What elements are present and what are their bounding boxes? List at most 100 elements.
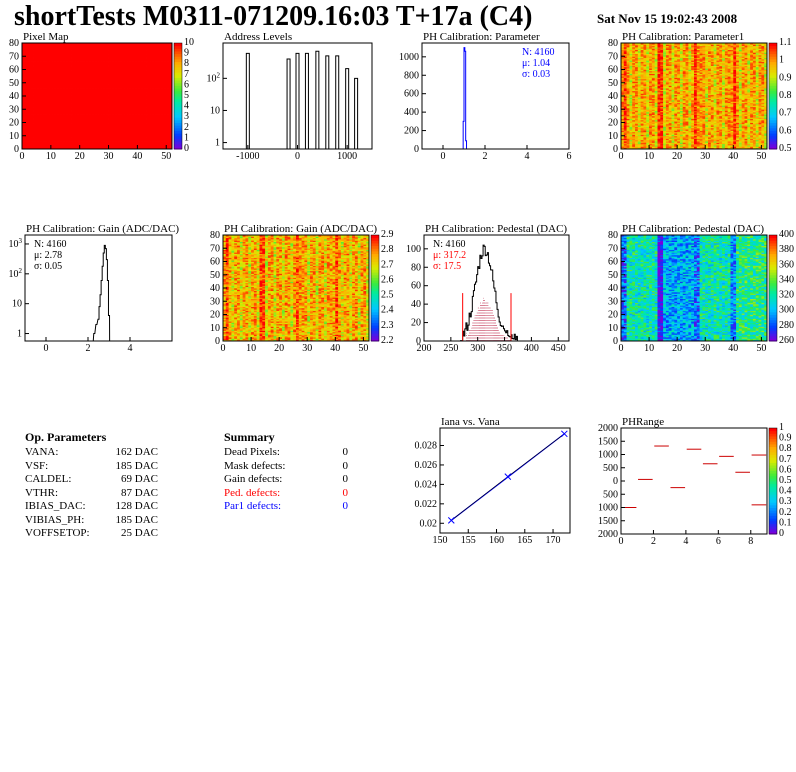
- heatmap-cell: [22, 96, 26, 98]
- heatmap-cell: [39, 72, 43, 74]
- heatmap-cell: [39, 56, 43, 58]
- heatmap-cell: [62, 89, 66, 92]
- heatmap-cell: [33, 80, 37, 82]
- heatmap-cell: [45, 78, 49, 81]
- heatmap-cell: [62, 46, 66, 49]
- heatmap-cell: [33, 146, 37, 149]
- heatmap-cell: [62, 64, 66, 66]
- heatmap-cell: [36, 143, 40, 146]
- heatmap-cell: [42, 130, 46, 133]
- heatmap-cell: [36, 134, 40, 137]
- heatmap-cell: [62, 141, 66, 143]
- heatmap-cell: [22, 60, 26, 62]
- heatmap-cell: [36, 97, 40, 100]
- heatmap-cell: [62, 57, 66, 60]
- heatmap-cell: [62, 126, 66, 129]
- heatmap-cell: [30, 98, 34, 101]
- heatmap-cell: [65, 80, 69, 82]
- heatmap-cell: [53, 58, 58, 61]
- heatmap-cell: [50, 106, 55, 109]
- heatmap-cell: [53, 82, 58, 85]
- heatmap-cell: [53, 88, 58, 90]
- heatmap-cell: [39, 123, 43, 126]
- heatmap-cell: [27, 54, 32, 57]
- heatmap-cell: [33, 93, 37, 96]
- heatmap-cell: [59, 69, 63, 72]
- heatmap-cell: [33, 96, 37, 98]
- heatmap-cell: [53, 74, 58, 77]
- heatmap-cell: [33, 82, 37, 85]
- heatmap-cell: [36, 88, 40, 90]
- heatmap-cell: [53, 134, 58, 137]
- heatmap-cell: [56, 94, 60, 97]
- heatmap-cell: [45, 119, 49, 122]
- heatmap-cell: [36, 138, 40, 141]
- heatmap-cell: [65, 61, 69, 64]
- heatmap-cell: [42, 94, 46, 97]
- heatmap-cell: [24, 107, 29, 110]
- heatmap-cell: [27, 135, 32, 138]
- heatmap-cell: [53, 80, 58, 82]
- heatmap-cell: [24, 137, 29, 139]
- palette-tick-label: 4: [184, 101, 189, 112]
- heatmap-cell: [39, 90, 43, 93]
- heatmap-cell: [30, 138, 34, 141]
- heatmap-cell: [45, 110, 49, 113]
- heatmap-cell: [42, 125, 46, 127]
- heatmap-cell: [53, 113, 58, 115]
- heatmap-cell: [47, 96, 52, 98]
- heatmap-cell: [42, 74, 46, 77]
- heatmap-cell: [56, 72, 60, 74]
- heatmap-cell: [50, 76, 55, 78]
- heatmap-cell: [36, 64, 40, 66]
- heatmap-cell: [39, 98, 43, 101]
- heatmap-cell: [56, 133, 60, 135]
- heatmap-cell: [56, 130, 60, 133]
- heatmap-cell: [33, 53, 37, 56]
- heatmap-cell: [56, 106, 60, 109]
- heatmap-cell: [36, 96, 40, 98]
- heatmap-cell: [33, 123, 37, 126]
- heatmap-cell: [22, 48, 26, 51]
- heatmap-cell: [30, 143, 34, 146]
- heatmap-cell: [22, 137, 26, 139]
- heatmap-cell: [33, 44, 37, 47]
- heatmap-cell: [45, 49, 49, 52]
- heatmap-cell: [24, 69, 29, 72]
- heatmap-cell: [45, 65, 49, 68]
- heatmap-cell: [45, 74, 49, 77]
- heatmap-cell: [45, 94, 49, 97]
- heatmap-cell: [36, 44, 40, 47]
- heatmap-cell: [59, 56, 63, 58]
- heatmap-cell: [56, 82, 60, 85]
- heatmap-cell: [27, 137, 32, 139]
- heatmap-cell: [24, 111, 29, 114]
- heatmap-cell: [27, 57, 32, 60]
- y-tick-label: 60: [9, 65, 19, 76]
- heatmap-cell: [59, 113, 63, 115]
- heatmap-cell: [27, 82, 32, 85]
- heatmap-cell: [39, 122, 43, 125]
- heatmap-cell: [42, 44, 46, 47]
- heatmap-cell: [56, 70, 60, 73]
- heatmap-cell: [59, 68, 63, 70]
- heatmap-cell: [33, 137, 37, 139]
- heatmap-cell: [62, 117, 66, 119]
- heatmap-cell: [62, 58, 66, 61]
- heatmap-cell: [30, 115, 34, 118]
- heatmap-cell: [47, 77, 52, 80]
- heatmap-cell: [53, 93, 58, 96]
- heatmap-cell: [22, 69, 26, 72]
- heatmap-cell: [33, 134, 37, 137]
- heatmap-cell: [42, 121, 46, 123]
- heatmap-cell: [39, 84, 43, 86]
- heatmap-cell: [33, 56, 37, 58]
- heatmap-cell: [47, 73, 52, 76]
- heatmap-cell: [24, 56, 29, 58]
- heatmap-cell: [30, 125, 34, 127]
- heatmap-cell: [33, 69, 37, 72]
- heatmap-cell: [53, 131, 58, 134]
- heatmap-cell: [36, 81, 40, 84]
- heatmap-cell: [53, 50, 58, 53]
- heatmap-cell: [47, 74, 52, 77]
